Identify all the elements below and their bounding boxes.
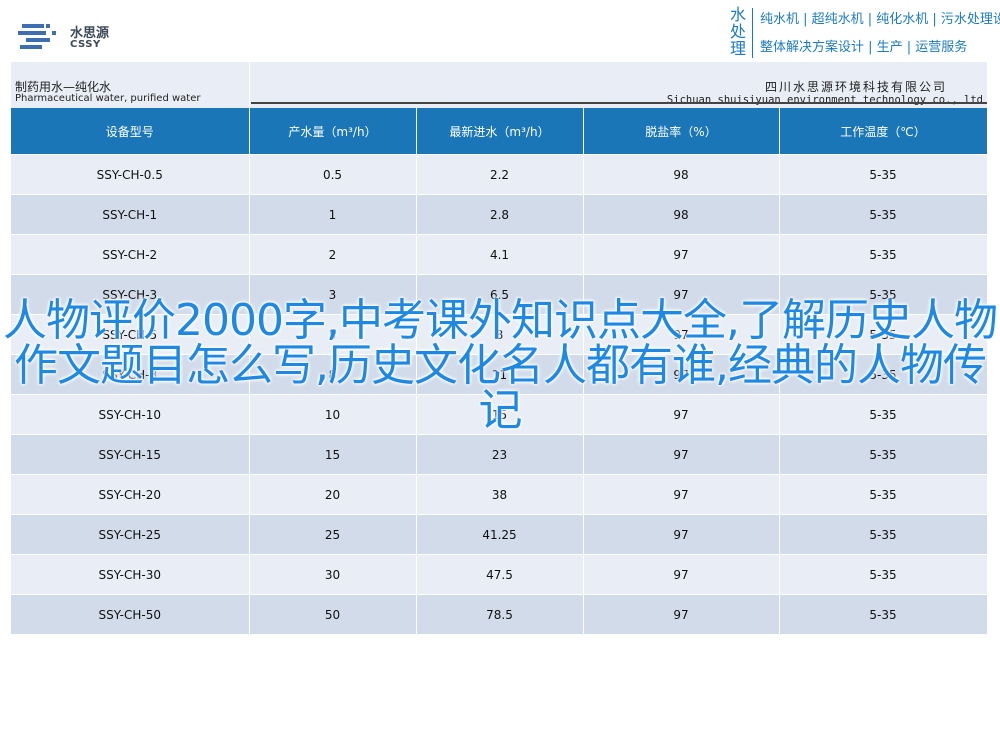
- cell-inflow: 78.5: [416, 594, 584, 635]
- cell-output: 0.5: [249, 154, 417, 195]
- cell-temperature: 5-35: [779, 514, 988, 555]
- cell-inflow: 4.1: [416, 234, 584, 275]
- cell-temperature: 5-35: [779, 594, 988, 635]
- spec-table: 设备型号 产水量（m³/h） 最新进水（m³/h） 脱盐率（%） 工作温度（℃）…: [11, 108, 988, 635]
- cell-inflow: 47.5: [416, 554, 584, 595]
- table-caption: 制药用水—纯化水 Pharmaceutical water, purified …: [11, 62, 987, 108]
- table-row: SSY-CH-20 20 38 97 5-35: [11, 474, 988, 515]
- cell-desalination: 97: [583, 354, 780, 395]
- caption-product-cn: 制药用水—纯化水: [15, 80, 112, 94]
- brand-name-en: CSSY: [70, 39, 101, 50]
- cell-temperature: 5-35: [779, 154, 988, 195]
- brand-logo-icon: [18, 24, 56, 49]
- cell-inflow: 2.8: [416, 194, 584, 235]
- cell-output: 8: [249, 354, 417, 395]
- cell-model: SSY-CH-20: [11, 474, 250, 515]
- cell-model: SSY-CH-5: [11, 314, 250, 355]
- table-row: SSY-CH-15 15 23 97 5-35: [11, 434, 988, 475]
- cell-output: 15: [249, 434, 417, 475]
- table-row: SSY-CH-30 30 47.5 97 5-35: [11, 554, 988, 595]
- col-header-desalination: 脱盐率（%）: [583, 108, 780, 155]
- page-header: 水思源 CSSY 水处理 纯水机 | 超纯水机 | 纯化水机 | 污水处理设备 …: [0, 0, 1000, 62]
- cell-temperature: 5-35: [779, 274, 988, 315]
- cell-desalination: 97: [583, 474, 780, 515]
- cell-desalination: 97: [583, 594, 780, 635]
- caption-product: 制药用水—纯化水 Pharmaceutical water, purified …: [11, 62, 250, 108]
- cell-output: 3: [249, 274, 417, 315]
- spec-table-container: 制药用水—纯化水 Pharmaceutical water, purified …: [11, 62, 988, 635]
- product-line-text: 纯水机 | 超纯水机 | 纯化水机 | 污水处理设备: [760, 12, 1000, 27]
- cell-desalination: 97: [583, 434, 780, 475]
- cell-output: 50: [249, 594, 417, 635]
- table-row: SSY-CH-25 25 41.25 97 5-35: [11, 514, 988, 555]
- cell-inflow: 23: [416, 434, 584, 475]
- cell-temperature: 5-35: [779, 234, 988, 275]
- cell-model: SSY-CH-1: [11, 194, 250, 235]
- table-row: SSY-CH-1 1 2.8 98 5-35: [11, 194, 988, 235]
- caption-product-en: Pharmaceutical water, purified water: [15, 93, 201, 104]
- table-row: SSY-CH-50 50 78.5 97 5-35: [11, 594, 988, 635]
- cell-desalination: 97: [583, 514, 780, 555]
- cell-inflow: 38: [416, 474, 584, 515]
- cell-temperature: 5-35: [779, 554, 988, 595]
- cell-output: 30: [249, 554, 417, 595]
- cell-desalination: 98: [583, 154, 780, 195]
- cell-model: SSY-CH-50: [11, 594, 250, 635]
- table-row: SSY-CH-2 2 4.1 97 5-35: [11, 234, 988, 275]
- cell-temperature: 5-35: [779, 194, 988, 235]
- cell-model: SSY-CH-30: [11, 554, 250, 595]
- cell-output: 1: [249, 194, 417, 235]
- cell-output: 20: [249, 474, 417, 515]
- cell-temperature: 5-35: [779, 434, 988, 475]
- col-header-inflow: 最新进水（m³/h）: [416, 108, 584, 155]
- cell-inflow: 15: [416, 394, 584, 435]
- cell-desalination: 97: [583, 234, 780, 275]
- cell-inflow: 11: [416, 354, 584, 395]
- cell-inflow: 2.2: [416, 154, 584, 195]
- cell-inflow: 6.5: [416, 274, 584, 315]
- cell-model: SSY-CH-10: [11, 394, 250, 435]
- cell-temperature: 5-35: [779, 314, 988, 355]
- cell-temperature: 5-35: [779, 354, 988, 395]
- brand-logo[interactable]: 水思源 CSSY: [16, 20, 126, 60]
- cell-desalination: 98: [583, 194, 780, 235]
- col-header-model: 设备型号: [11, 108, 250, 155]
- cell-model: SSY-CH-25: [11, 514, 250, 555]
- cell-desalination: 97: [583, 554, 780, 595]
- category-tag: 水处理: [729, 5, 746, 58]
- cell-output: 10: [249, 394, 417, 435]
- table-header-row: 设备型号 产水量（m³/h） 最新进水（m³/h） 脱盐率（%） 工作温度（℃）: [11, 108, 988, 155]
- cell-model: SSY-CH-2: [11, 234, 250, 275]
- tag-divider: [752, 8, 753, 58]
- caption-company-en: Sichuan shuisiyuan environment technolog…: [666, 94, 983, 106]
- table-row: SSY-CH-8 8 11 97 5-35: [11, 354, 988, 395]
- caption-company-cn: 四川水思源环境科技有限公司: [764, 80, 947, 94]
- overlay-headline: 人物评价2000字,中考课外知识点大全,了解历史人物作文题目怎么写,历史文化名人…: [3, 295, 998, 436]
- cell-output: 2: [249, 234, 417, 275]
- brand-name-cn: 水思源: [70, 26, 110, 41]
- cell-model: SSY-CH-8: [11, 354, 250, 395]
- cell-output: 5: [249, 314, 417, 355]
- cell-model: SSY-CH-0.5: [11, 154, 250, 195]
- caption-underline: [251, 102, 987, 104]
- cell-temperature: 5-35: [779, 474, 988, 515]
- cell-desalination: 97: [583, 394, 780, 435]
- cell-output: 25: [249, 514, 417, 555]
- cell-inflow: 41.25: [416, 514, 584, 555]
- table-row: SSY-CH-10 10 15 97 5-35: [11, 394, 988, 435]
- col-header-output: 产水量（m³/h）: [249, 108, 417, 155]
- table-row: SSY-CH-3 3 6.5 97 5-35: [11, 274, 988, 315]
- col-header-temperature: 工作温度（℃）: [779, 108, 988, 155]
- cell-desalination: 97: [583, 274, 780, 315]
- cell-inflow: 8: [416, 314, 584, 355]
- cell-temperature: 5-35: [779, 394, 988, 435]
- table-row: SSY-CH-5 5 8 97 5-35: [11, 314, 988, 355]
- table-row: SSY-CH-0.5 0.5 2.2 98 5-35: [11, 154, 988, 195]
- cell-model: SSY-CH-3: [11, 274, 250, 315]
- cell-model: SSY-CH-15: [11, 434, 250, 475]
- cell-desalination: 97: [583, 314, 780, 355]
- service-line-text: 整体解决方案设计 | 生产 | 运营服务: [760, 40, 968, 55]
